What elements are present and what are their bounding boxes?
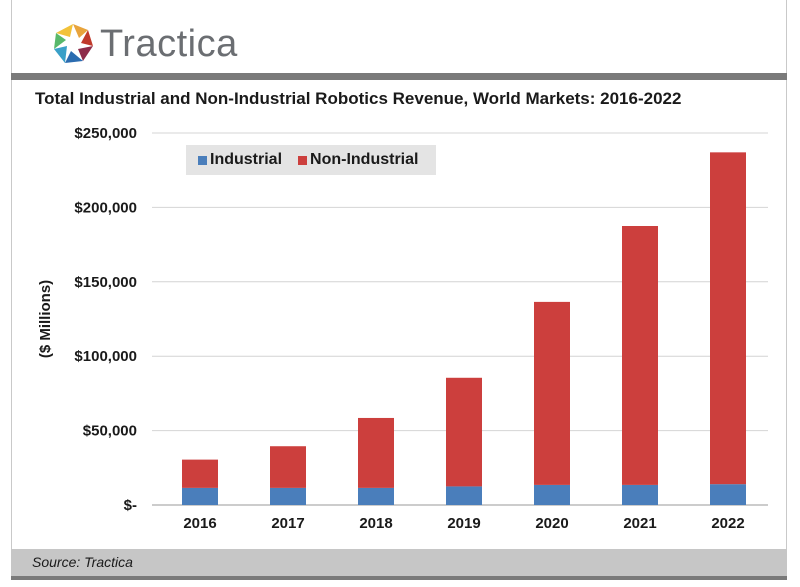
bar-industrial-2016	[182, 487, 218, 505]
brand-name: Tractica	[100, 22, 238, 65]
bar-non-industrial-2022	[710, 152, 746, 485]
x-tick-label: 2019	[447, 515, 480, 532]
bar-non-industrial-2021	[622, 226, 658, 485]
legend-item-non-industrial: Non-Industrial	[298, 151, 418, 169]
y-tick-label: $50,000	[83, 423, 137, 440]
bar-non-industrial-2020	[534, 301, 570, 485]
bar-industrial-2017	[270, 487, 306, 505]
y-axis-label: ($ Millions)	[37, 280, 54, 358]
bar-non-industrial-2017	[270, 446, 306, 488]
x-tick-label: 2021	[623, 515, 656, 532]
brand-logo: Tractica	[50, 18, 238, 70]
legend-swatch-industrial	[198, 155, 207, 165]
bar-industrial-2018	[358, 487, 394, 505]
legend-label-non-industrial: Non-Industrial	[310, 151, 419, 168]
tractica-logo-icon	[54, 24, 93, 63]
source-note: Source: Tractica	[32, 554, 133, 570]
source-bar: Source: Tractica	[11, 549, 787, 580]
legend-label-industrial: Industrial	[210, 151, 283, 168]
y-tick-label: $200,000	[74, 199, 137, 216]
y-tick-label: $150,000	[74, 274, 137, 291]
x-tick-label: 2022	[711, 515, 744, 532]
x-tick-label: 2016	[183, 515, 216, 532]
bar-industrial-2021	[622, 484, 658, 505]
x-tick-label: 2017	[271, 515, 304, 532]
y-tick-label: $250,000	[74, 125, 137, 142]
legend-swatch-non-industrial	[298, 155, 308, 165]
chart-frame	[11, 0, 787, 580]
chart-legend: Industrial Non-Industrial	[186, 145, 436, 175]
bar-industrial-2022	[710, 484, 746, 505]
y-tick-label: $-	[124, 497, 137, 514]
x-tick-label: 2018	[359, 515, 392, 532]
bar-non-industrial-2018	[358, 417, 394, 488]
header-divider	[11, 73, 787, 80]
chart-title: Total Industrial and Non-Industrial Robo…	[35, 89, 682, 108]
bar-non-industrial-2016	[182, 459, 218, 488]
x-tick-label: 2020	[535, 515, 568, 532]
legend-item-industrial: Industrial	[198, 151, 282, 169]
bar-industrial-2020	[534, 484, 570, 505]
y-tick-label: $100,000	[74, 348, 137, 365]
bar-non-industrial-2019	[446, 377, 482, 487]
bar-industrial-2019	[446, 486, 482, 505]
